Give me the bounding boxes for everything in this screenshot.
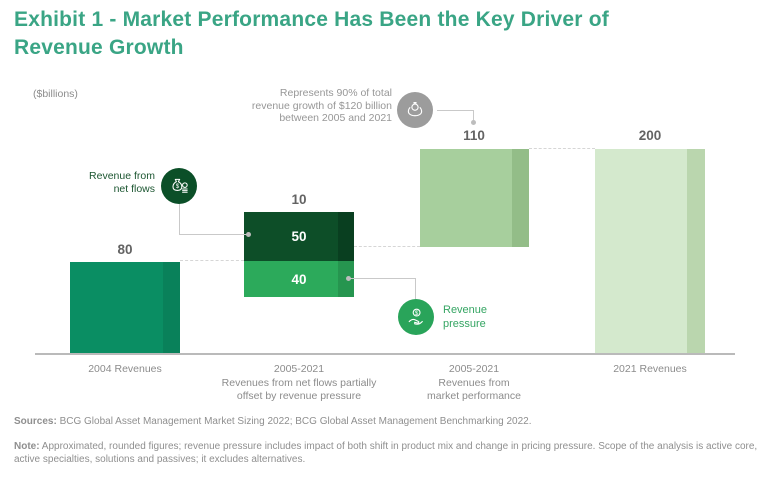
sources-text: BCG Global Asset Management Market Sizin…: [59, 416, 532, 427]
sources-note: Sources: BCG Global Asset Management Mar…: [14, 415, 759, 428]
bar-market-performance: [420, 149, 529, 247]
hands-holding-money-bag-glyph: [407, 102, 423, 117]
title-line-2: Revenue Growth: [14, 36, 184, 59]
category-2-line-1: 2005-2021: [273, 363, 325, 375]
category-2004-revenues: 2004 Revenues: [45, 363, 205, 377]
segment-net-flows-edge-shade: [338, 212, 354, 261]
segment-net-flows: 50: [244, 212, 354, 261]
annotation-line-3: between 2005 and 2021: [279, 112, 392, 124]
annotation-connector-dot: [471, 120, 476, 125]
segment-net-flows-label: 50: [291, 229, 307, 244]
net-flows-callout-label: Revenue from net flows: [89, 170, 155, 196]
footnote: Note: Approximated, rounded figures; rev…: [14, 440, 759, 466]
axis-unit-label: ($billions): [33, 88, 78, 100]
annotation-line-2: revenue growth of $120 billion: [251, 99, 392, 112]
category-2-line-3: offset by revenue pressure: [236, 390, 362, 402]
bar-flows-total-label: 10: [291, 192, 307, 207]
category-1-line-1: 2004 Revenues: [88, 363, 162, 375]
annotation-line-1: Represents 90% of total: [279, 87, 392, 99]
bar-net-flows-pressure: 50 40: [244, 212, 354, 297]
net-flows-label-line-2: net flows: [113, 183, 155, 195]
bar-2021-revenues: [595, 149, 705, 354]
bar-market-edge-shade: [512, 149, 529, 247]
bar-market-value-label: 110: [463, 128, 485, 143]
net-flows-connector-dot: [246, 232, 251, 237]
bar-2021-edge-shade: [687, 149, 705, 354]
pressure-connector-h: [350, 278, 416, 279]
x-axis-line: [35, 353, 735, 355]
category-2-line-2: Revenues from net flows partially: [221, 376, 377, 389]
category-3-line-1: 2005-2021: [448, 363, 500, 375]
money-bag-coins-icon: $: [161, 168, 197, 204]
category-3-line-2: Revenues from: [438, 376, 510, 389]
pressure-label-line-2: pressure: [443, 318, 486, 330]
hands-holding-money-bag-icon: [397, 92, 433, 128]
bar-2004-edge-shade: [163, 262, 180, 354]
segment-revenue-pressure: 40: [244, 261, 354, 297]
pressure-label-line-1: Revenue: [443, 304, 488, 316]
dashed-connector-200-level: [529, 148, 595, 149]
sources-label: Sources:: [14, 416, 57, 427]
bar-2004-value-label: 80: [117, 242, 133, 257]
annotation-connector-h: [437, 110, 474, 111]
category-net-flows: 2005-2021 Revenues from net flows partia…: [189, 363, 409, 404]
category-3-line-3: market performance: [427, 390, 521, 402]
pressure-connector-v: [415, 278, 416, 299]
category-market-performance: 2005-2021 Revenues from market performan…: [384, 363, 564, 404]
net-flows-label-line-1: Revenue from: [89, 170, 155, 182]
bar-2021-value-label: 200: [638, 128, 662, 143]
pressure-connector-dot: [346, 276, 351, 281]
bar-2004-revenues: [70, 262, 180, 354]
note-label: Note:: [14, 441, 40, 452]
money-bag-coins-glyph: $: [171, 178, 188, 193]
page-title: Exhibit 1 - Market Performance Has Been …: [14, 6, 609, 62]
annotation-text: Represents 90% of total revenue growth o…: [252, 87, 392, 125]
net-flows-connector-v: [179, 204, 180, 235]
note-text: Approximated, rounded figures; revenue p…: [14, 441, 758, 465]
dashed-connector-90-level: [354, 246, 420, 247]
svg-text:$: $: [175, 182, 179, 189]
category-4-line-1: 2021 Revenues: [613, 363, 687, 375]
title-line-1: Exhibit 1 - Market Performance Has Been …: [14, 8, 609, 31]
pressure-callout-label: Revenue pressure: [443, 303, 487, 331]
hand-holding-dollar-coin-icon: $: [398, 299, 434, 335]
dashed-connector-80-level: [180, 260, 244, 261]
hand-holding-dollar-coin-glyph: $: [408, 308, 423, 325]
category-2021-revenues: 2021 Revenues: [570, 363, 730, 377]
segment-revenue-pressure-label: 40: [291, 271, 307, 287]
annotation-connector-v: [473, 110, 474, 121]
net-flows-connector-h: [179, 234, 249, 235]
svg-text:$: $: [415, 311, 419, 317]
